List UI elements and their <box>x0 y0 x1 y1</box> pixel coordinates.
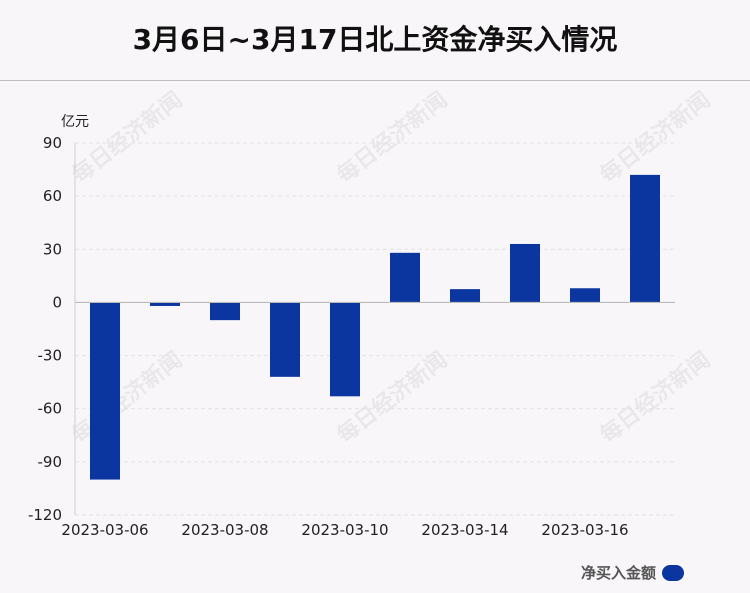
chart-title: 3月6日~3月17日北上资金净买入情况 <box>132 23 618 56</box>
x-tick-label: 2023-03-06 <box>61 521 148 539</box>
y-tick-label: -120 <box>28 506 62 524</box>
y-tick-label: 0 <box>52 293 62 311</box>
bar <box>570 288 600 303</box>
bar <box>390 252 420 303</box>
x-tick-label: 2023-03-10 <box>301 521 388 539</box>
grid-layer <box>75 142 675 516</box>
y-tick-label: 30 <box>43 240 62 258</box>
x-tick-label: 2023-03-14 <box>421 521 508 539</box>
bar <box>510 243 540 303</box>
y-tick-label: -60 <box>38 400 63 418</box>
x-tick-label: 2023-03-16 <box>541 521 628 539</box>
legend-swatch <box>662 564 684 581</box>
bar-layer <box>90 174 660 480</box>
y-axis-unit-label: 亿元 <box>61 114 89 130</box>
y-tick-label: -90 <box>38 453 63 471</box>
y-tick-label: 60 <box>43 187 62 205</box>
title-divider <box>0 80 750 81</box>
legend: 净买入金额 <box>581 562 684 583</box>
bar <box>450 289 480 303</box>
bar <box>90 302 120 480</box>
y-tick-label: 90 <box>43 134 62 152</box>
y-tick-label: -30 <box>38 347 63 365</box>
bar <box>630 174 660 303</box>
bar <box>150 302 180 306</box>
bar <box>210 302 240 321</box>
bar <box>330 302 360 397</box>
x-tick-label: 2023-03-08 <box>181 521 268 539</box>
legend-label: 净买入金额 <box>580 564 656 582</box>
bar <box>270 302 300 377</box>
